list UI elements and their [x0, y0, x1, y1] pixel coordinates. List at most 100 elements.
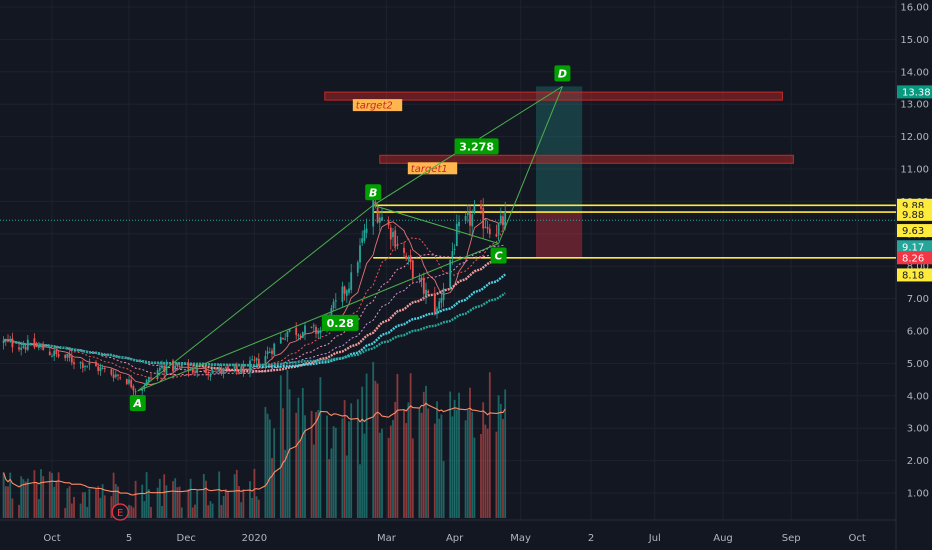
- candle-body: [205, 367, 207, 374]
- x-tick-label: Dec: [177, 533, 196, 544]
- y-axis[interactable]: 1.002.003.004.005.006.007.008.009.0010.0…: [896, 0, 932, 550]
- pattern-leg: [498, 86, 563, 244]
- candle-body: [156, 370, 159, 379]
- candle-body: [389, 227, 392, 240]
- volume-bar: [22, 479, 25, 518]
- volume-bar: [224, 489, 227, 518]
- candle-body: [482, 207, 485, 229]
- volume-bar: [286, 370, 289, 518]
- volume-bar: [11, 498, 14, 518]
- candle-body: [202, 367, 205, 369]
- candle-body: [480, 204, 482, 209]
- volume-bar: [205, 480, 207, 518]
- candle-body: [381, 217, 383, 221]
- volume-bar: [365, 373, 368, 518]
- candle-body: [330, 307, 333, 322]
- volume-bar: [266, 413, 269, 518]
- candle-body: [194, 371, 196, 373]
- x-axis: Oct 5 Dec 2020 Mar Apr May 2 Jul Aug Sep Oct: [43, 533, 866, 544]
- candle-body: [238, 371, 240, 374]
- candle-body: [438, 301, 441, 309]
- volume-bar: [189, 478, 192, 518]
- candle-body: [440, 297, 443, 303]
- candle-body: [132, 386, 135, 391]
- candle-body: [455, 223, 458, 247]
- candle-body: [20, 347, 23, 350]
- candle-body: [466, 211, 469, 216]
- candle-body: [161, 365, 163, 369]
- candle-body: [101, 367, 104, 369]
- volume-bar: [26, 478, 29, 518]
- candle-body: [319, 330, 322, 334]
- volume-bar: [315, 412, 317, 518]
- earnings-marker-circle: [111, 503, 129, 521]
- candle-body: [376, 207, 379, 223]
- candle-body: [9, 339, 12, 342]
- volume-bar: [488, 372, 491, 518]
- y-tick-label: 5.00: [907, 359, 929, 370]
- candle-body: [504, 211, 507, 228]
- candle-body: [286, 331, 289, 338]
- pattern-leg: [373, 204, 499, 244]
- candle-body: [26, 339, 29, 350]
- candle-body: [345, 290, 348, 296]
- price-label: 9.17: [902, 242, 924, 253]
- volume-bar: [73, 496, 75, 518]
- candle-body: [66, 353, 69, 358]
- volume-bar: [9, 472, 12, 518]
- volume-bar: [299, 439, 302, 518]
- candle-body: [33, 338, 36, 348]
- volume-bar: [132, 507, 135, 518]
- y-tick-label: 8.00: [907, 262, 929, 273]
- volume-bar: [33, 470, 36, 518]
- pattern-point-marker: [129, 394, 146, 411]
- candle-body: [84, 366, 86, 368]
- candle-body: [471, 214, 474, 227]
- volume-bar: [35, 482, 38, 518]
- volume-bar: [2, 472, 5, 518]
- volume-bar: [295, 412, 298, 518]
- candle-body: [24, 346, 27, 350]
- pattern-point-label: D: [558, 67, 567, 80]
- volume-bar: [84, 492, 86, 518]
- candle-body: [251, 359, 254, 361]
- volume-bar: [227, 491, 229, 518]
- volume-bar: [438, 418, 441, 518]
- volume-bar: [257, 499, 260, 518]
- volume-bar: [301, 387, 304, 518]
- volume-bar: [4, 486, 7, 518]
- price-label-bg: [897, 207, 932, 221]
- price-label: 9.63: [902, 226, 924, 237]
- pattern-ratio-marker: [321, 314, 359, 331]
- volume-bar: [469, 387, 471, 518]
- volume-bar: [319, 377, 322, 518]
- candle-body: [22, 346, 25, 348]
- candle-body: [332, 301, 335, 308]
- volume-bar: [455, 409, 458, 518]
- x-tick-label: May: [510, 533, 531, 544]
- volume-bar: [88, 488, 91, 518]
- pattern-point-marker: [490, 247, 507, 264]
- moving-average-line: [3, 292, 506, 367]
- volume-bar: [374, 380, 377, 518]
- candle-body: [315, 326, 317, 334]
- volume-bar: [422, 391, 425, 518]
- price-label-bg: [897, 240, 932, 254]
- candle-body: [312, 325, 315, 327]
- candle-body: [143, 386, 146, 389]
- volume-bar: [387, 437, 390, 518]
- candle-body: [114, 374, 117, 377]
- candle-body: [55, 349, 58, 354]
- volume-bar: [191, 507, 194, 518]
- x-tick-label: 2: [588, 533, 594, 544]
- candle-body: [79, 361, 82, 364]
- position-profit-zone: [536, 86, 583, 213]
- volume-bar: [376, 383, 379, 518]
- candle-body: [112, 374, 115, 378]
- volume-bar: [449, 391, 452, 518]
- candle-body: [7, 339, 9, 341]
- volume-bar: [440, 414, 443, 518]
- pattern-ratio-marker: [454, 138, 499, 155]
- volume-bar: [147, 489, 150, 518]
- candle-body: [449, 259, 452, 288]
